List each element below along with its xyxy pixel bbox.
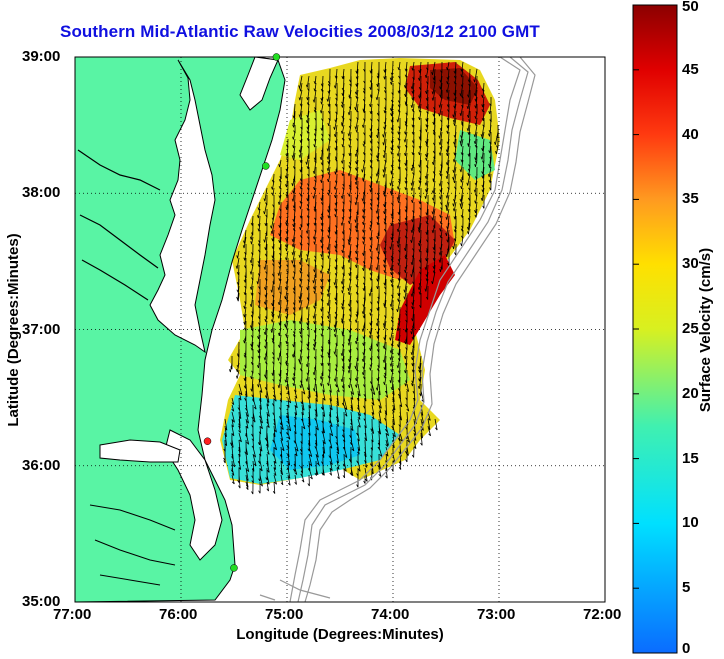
velocity-region-offshore-green (455, 130, 495, 180)
colorbar-tick-label: 5 (682, 579, 691, 597)
chesapeake-bay (149, 59, 216, 354)
rivers-nc (89, 504, 176, 586)
radar-stations (203, 53, 281, 572)
velocity-vectors (223, 61, 499, 495)
colorbar-tick-label: 50 (682, 0, 699, 15)
chart-title: Southern Mid-Atlantic Raw Velocities 200… (60, 22, 540, 41)
colorbar-tick-label: 15 (682, 449, 699, 467)
x-tick-label: 74:00 (371, 606, 410, 623)
colorbar-tick-label: 45 (682, 60, 699, 78)
river-rappahannock (79, 214, 159, 269)
y-tick-label: 36:00 (22, 456, 61, 474)
albemarle-sound (99, 439, 181, 463)
colorbar-ticks (633, 4, 639, 654)
x-tick-label: 72:00 (583, 606, 622, 623)
colorbar (632, 4, 678, 654)
y-tick-label: 39:00 (22, 48, 61, 65)
plot-frame (74, 56, 606, 603)
station-marker (203, 437, 212, 445)
y-tick-label: 37:00 (22, 320, 61, 338)
grid-lines (75, 57, 605, 602)
pamlico-sound (164, 429, 223, 561)
velocity-region-shelf-break (395, 255, 455, 345)
y-tick-label: 38:00 (22, 184, 61, 202)
colorbar-tick-label: 35 (682, 190, 699, 208)
river-york (81, 259, 149, 301)
bathymetry-contours (259, 57, 536, 602)
colorbar-tick-label: 40 (682, 125, 699, 143)
colorbar-tick-label: 30 (682, 255, 699, 273)
station-marker (262, 162, 270, 170)
x-tick-label: 77:00 (53, 606, 92, 623)
x-tick-label: 76:00 (159, 606, 198, 623)
colorbar-tick-label: 20 (682, 384, 699, 402)
velocity-region-mid-lower (240, 320, 410, 400)
x-tick-label: 73:00 (477, 606, 516, 623)
colorbar-tick-label: 0 (682, 640, 691, 657)
station-marker (230, 564, 238, 572)
x-axis-label: Longitude (Degrees:Minutes) (236, 626, 444, 643)
y-tick-label: 35:00 (22, 593, 61, 610)
vector-arrows (223, 61, 499, 495)
river-potomac (77, 149, 161, 191)
velocity-region-nearshore-north (280, 110, 330, 160)
station-marker (272, 53, 281, 61)
delaware-bay (239, 57, 279, 111)
colorbar-tick-label: 25 (682, 320, 699, 337)
colorbar-tick-label: 10 (682, 514, 699, 532)
x-tick-label: 75:00 (265, 606, 304, 623)
